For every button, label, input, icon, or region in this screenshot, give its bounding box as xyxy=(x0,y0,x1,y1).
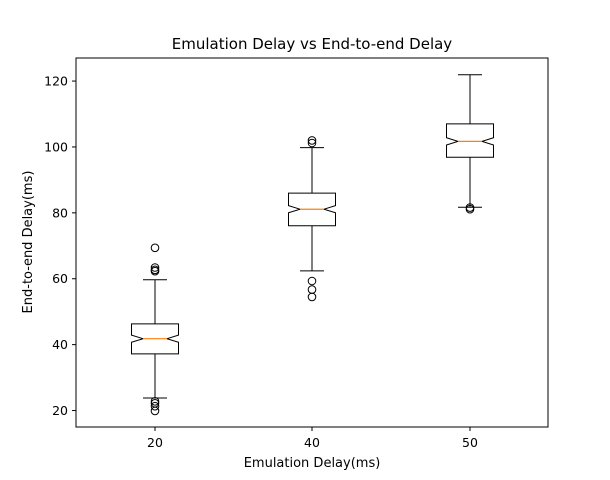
y-tick-label: 80 xyxy=(52,205,68,220)
outlier-point xyxy=(307,285,317,294)
x-tick-label: 20 xyxy=(147,435,163,450)
outlier-point xyxy=(150,263,160,272)
box xyxy=(288,192,336,227)
box xyxy=(131,323,179,355)
outlier-point xyxy=(307,136,317,145)
box-group-50 xyxy=(446,74,494,214)
box xyxy=(446,123,494,158)
outlier-point xyxy=(150,401,160,411)
y-tick-label: 40 xyxy=(52,337,68,352)
y-tick-label: 60 xyxy=(52,271,68,286)
x-tick-label: 50 xyxy=(462,435,478,450)
outlier-point xyxy=(465,203,475,212)
y-tick-label: 120 xyxy=(44,74,68,89)
y-axis-label: End-to-end Delay(ms) xyxy=(21,171,36,314)
outlier-point xyxy=(150,397,160,406)
x-axis: 20 40 50 xyxy=(147,427,478,450)
plot-area xyxy=(131,74,494,416)
y-tick-label: 20 xyxy=(52,403,68,418)
outlier-point xyxy=(150,265,160,275)
x-tick-label: 40 xyxy=(304,435,320,450)
x-axis-label: Emulation Delay(ms) xyxy=(244,456,381,471)
outlier-point xyxy=(307,292,317,302)
y-axis: 20 40 60 80 100 120 xyxy=(44,74,76,418)
outlier-point xyxy=(307,276,317,286)
box-group-40 xyxy=(288,136,336,302)
chart-title: Emulation Delay vs End-to-end Delay xyxy=(172,35,453,53)
y-tick-label: 100 xyxy=(44,139,68,154)
outlier-point xyxy=(150,243,160,253)
outlier-point xyxy=(307,138,317,148)
box-group-20 xyxy=(131,243,179,416)
